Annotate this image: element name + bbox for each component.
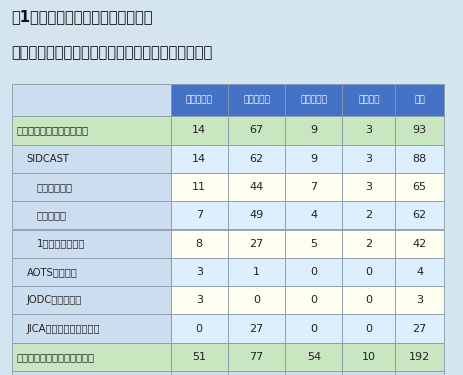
Text: 14: 14 xyxy=(192,125,206,135)
Text: 42: 42 xyxy=(412,238,425,249)
Text: 3: 3 xyxy=(195,295,202,305)
Text: JICAシニアボランティア: JICAシニアボランティア xyxy=(26,324,100,334)
Text: プログラム参加のべ企業数: プログラム参加のべ企業数 xyxy=(16,125,88,135)
Text: 3: 3 xyxy=(365,154,372,164)
Text: 7: 7 xyxy=(195,210,202,220)
Text: 2: 2 xyxy=(364,210,372,220)
Text: 11: 11 xyxy=(192,182,206,192)
Text: 0: 0 xyxy=(310,324,317,334)
Text: 0: 0 xyxy=(365,295,372,305)
Text: 中央ジャワ: 中央ジャワ xyxy=(243,96,269,105)
Text: 10: 10 xyxy=(361,352,375,362)
Text: 51: 51 xyxy=(192,352,206,362)
Text: 9: 9 xyxy=(310,154,317,164)
Text: 44: 44 xyxy=(249,182,263,192)
Text: 0: 0 xyxy=(195,324,202,334)
Text: JODC専門家派遣: JODC専門家派遣 xyxy=(26,295,81,305)
Text: 西部ジャワ: 西部ジャワ xyxy=(185,96,212,105)
Text: 65: 65 xyxy=(412,182,425,192)
Text: 援助プログラムへの参加・不参加件別件数: 援助プログラムへの参加・不参加件別件数 xyxy=(12,45,213,60)
Text: 0: 0 xyxy=(365,324,372,334)
Text: 54: 54 xyxy=(306,352,320,362)
Text: 東部ジャワ: 東部ジャワ xyxy=(300,96,326,105)
Text: 27: 27 xyxy=(249,238,263,249)
Text: 62: 62 xyxy=(249,154,263,164)
Text: AOTS技術研修: AOTS技術研修 xyxy=(26,267,77,277)
Text: 表1：分析対象企業の地域別および: 表1：分析対象企業の地域別および xyxy=(12,9,153,24)
Text: 4: 4 xyxy=(415,267,422,277)
Text: 2: 2 xyxy=(364,238,372,249)
Text: 0: 0 xyxy=(252,295,259,305)
Text: 5: 5 xyxy=(310,238,317,249)
Text: 0: 0 xyxy=(310,267,317,277)
Text: スマトラ: スマトラ xyxy=(357,96,379,105)
Text: 0: 0 xyxy=(365,267,372,277)
Text: 3: 3 xyxy=(195,267,202,277)
Text: SIDCAST: SIDCAST xyxy=(26,154,69,164)
Text: 合計: 合計 xyxy=(413,96,424,105)
Text: 7: 7 xyxy=(310,182,317,192)
Text: 49: 49 xyxy=(249,210,263,220)
Text: 27: 27 xyxy=(412,324,425,334)
Text: 8: 8 xyxy=(195,238,202,249)
Text: 62: 62 xyxy=(412,210,425,220)
Text: 1: 1 xyxy=(252,267,259,277)
Text: 14: 14 xyxy=(192,154,206,164)
Text: 27: 27 xyxy=(249,324,263,334)
Text: 3: 3 xyxy=(365,182,372,192)
Text: 3: 3 xyxy=(365,125,372,135)
Text: プログラム非参加のべ企業数: プログラム非参加のべ企業数 xyxy=(16,352,94,362)
Text: 研修コース: 研修コース xyxy=(37,210,67,220)
Text: 4: 4 xyxy=(310,210,317,220)
Text: 0: 0 xyxy=(310,295,317,305)
Text: 93: 93 xyxy=(412,125,425,135)
Text: 88: 88 xyxy=(412,154,425,164)
Text: 巡回技術指導: 巡回技術指導 xyxy=(37,182,73,192)
Text: 3: 3 xyxy=(415,295,422,305)
Text: 67: 67 xyxy=(249,125,263,135)
Text: 77: 77 xyxy=(249,352,263,362)
Text: 9: 9 xyxy=(310,125,317,135)
Text: 1日研修セミナー: 1日研修セミナー xyxy=(37,238,85,249)
Text: 192: 192 xyxy=(408,352,429,362)
